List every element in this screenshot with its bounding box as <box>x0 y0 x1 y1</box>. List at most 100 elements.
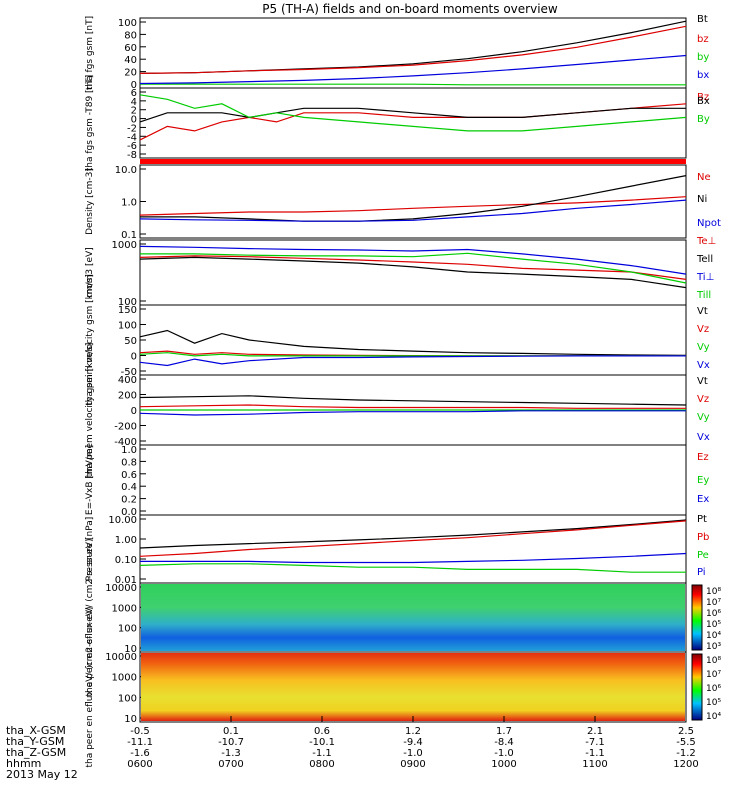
legend-entry: Ex <box>697 494 709 505</box>
y-tick-label: 10.00 <box>108 515 137 526</box>
series-line <box>139 520 687 557</box>
y-tick-label: 1.0 <box>121 198 137 209</box>
row-label-x-gsm: tha_X-GSM <box>6 724 66 737</box>
series-line <box>139 329 687 356</box>
series-line <box>139 196 687 216</box>
x-tick-label: 2.1 <box>587 726 603 737</box>
x-tick-label: 1100 <box>582 759 607 770</box>
legend-entry: Ez <box>697 452 709 463</box>
colorbar-label: 10⁶ <box>706 609 721 619</box>
legend-entry: bx <box>697 70 709 81</box>
y-tick-label: 0 <box>131 80 137 91</box>
y-tick-label: 100 <box>118 297 137 308</box>
x-tick-label: 0600 <box>127 759 152 770</box>
y-tick-label: -2 <box>127 123 137 134</box>
x-tick-label: 0.6 <box>314 726 330 737</box>
x-tick-label: -1.0 <box>494 748 514 759</box>
series-line <box>140 252 687 284</box>
y-tick-label: -50 <box>121 367 137 378</box>
y-tick-label: 0.1 <box>121 230 137 241</box>
series-line <box>139 25 687 74</box>
y-tick-label: 80 <box>124 30 137 41</box>
series-line <box>140 552 687 564</box>
panel-frame <box>139 17 687 89</box>
legend-entry: Vt <box>697 376 708 387</box>
x-tick-label: -8.4 <box>494 737 514 748</box>
legend-entry: Ti⊥ <box>696 272 714 283</box>
y-tick-label: 1.00 <box>115 535 137 546</box>
legend-entry: Till <box>696 290 711 301</box>
series-line <box>139 519 687 549</box>
legend-entry: by <box>697 52 709 63</box>
x-axis-labels: tha_X-GSM tha_Y-GSM tha_Z-GSM hhmm 2013 … <box>6 724 78 781</box>
series-line <box>139 255 687 280</box>
colorbar-label: 10⁶ <box>706 684 721 694</box>
x-tick-label: -11.1 <box>127 737 153 748</box>
x-tick-label: 0.1 <box>223 726 239 737</box>
x-tick-label: 0700 <box>218 759 243 770</box>
y-tick-label: 40 <box>124 55 137 66</box>
y-tick-label: 10.0 <box>115 165 137 176</box>
legend-entry: Vy <box>697 342 710 353</box>
x-tick-label: 1200 <box>673 759 698 770</box>
y-axis-label: tha fgs gsm [nT] <box>85 16 95 90</box>
y-tick-label: 10000 <box>105 583 137 594</box>
legend-entry: Vt <box>697 306 708 317</box>
x-tick-label: -1.1 <box>312 748 332 759</box>
x-tick-label: -10.7 <box>218 737 244 748</box>
y-tick-label: 0 <box>131 352 137 363</box>
y-axis-label: tha peer en eflux eV/ (cm2-s- sr-eV) <box>85 606 95 767</box>
legend-entry: Ni <box>697 194 707 205</box>
row-label-y-gsm: tha_Y-GSM <box>6 735 64 748</box>
x-tick-label: -1.3 <box>221 748 241 759</box>
y-tick-label: 100 <box>118 624 137 635</box>
x-tick-label: -0.5 <box>130 726 150 737</box>
x-tick-label: -1.1 <box>585 748 605 759</box>
y-axis-label: mom3 [eV] <box>85 247 95 297</box>
legend-entry: Pb <box>697 532 709 543</box>
y-axis-label: E=-VxB [mV/m] <box>85 445 95 515</box>
series-line <box>139 404 686 409</box>
y-tick-label: 0.4 <box>121 482 137 493</box>
x-tick-label: -1.0 <box>403 748 423 759</box>
y-tick-label: 0.10 <box>115 555 137 566</box>
y-tick-label: 4 <box>131 97 137 108</box>
y-tick-label: 0.8 <box>121 457 137 468</box>
series-line <box>139 563 686 573</box>
series-line <box>139 103 687 141</box>
series-line <box>139 395 687 406</box>
colorbar-label: 10⁴ <box>706 712 721 722</box>
y-tick-label: 20 <box>124 68 137 79</box>
colorbar-label: 10⁷ <box>706 670 721 680</box>
legend-entry: Te⊥ <box>696 236 716 247</box>
x-tick-label: 0800 <box>309 759 334 770</box>
legend-entry: Bz <box>697 92 709 103</box>
legend-entry: Tell <box>696 254 713 265</box>
x-tick-label: -1.6 <box>130 748 150 759</box>
y-tick-label: 400 <box>118 375 137 386</box>
figure-title: P5 (TH-A) fields and on-board moments ov… <box>262 2 558 16</box>
legend-entry: By <box>697 114 710 125</box>
series-line <box>140 83 686 86</box>
legend-entry: Vz <box>697 394 709 405</box>
y-axis-label: tha peem velocity gsm [km/s] <box>85 343 95 478</box>
colorbar-label: 10⁵ <box>706 620 721 630</box>
y-tick-label: 0.6 <box>121 470 137 481</box>
x-tick-label: -10.1 <box>309 737 335 748</box>
legend-entry: Npot <box>697 218 721 229</box>
y-tick-label: 1000 <box>112 240 137 251</box>
colorbar <box>691 653 703 721</box>
legend-entry: Bt <box>697 14 708 25</box>
colorbar-label: 10⁷ <box>706 598 721 608</box>
y-tick-label: 1000 <box>112 673 137 684</box>
legend-entry: Vx <box>697 360 710 371</box>
y-tick-label: 0.0 <box>121 507 137 518</box>
x-tick-label: -9.4 <box>403 737 423 748</box>
y-tick-label: -4 <box>127 132 137 143</box>
y-axis-label: Density [cm-3] <box>85 168 95 235</box>
series-line <box>139 410 686 416</box>
colorbar-label: 10⁸ <box>706 587 721 597</box>
colorbar-label: 10⁵ <box>706 698 721 708</box>
colorbar <box>691 584 703 651</box>
x-tick-label: -7.1 <box>585 737 605 748</box>
